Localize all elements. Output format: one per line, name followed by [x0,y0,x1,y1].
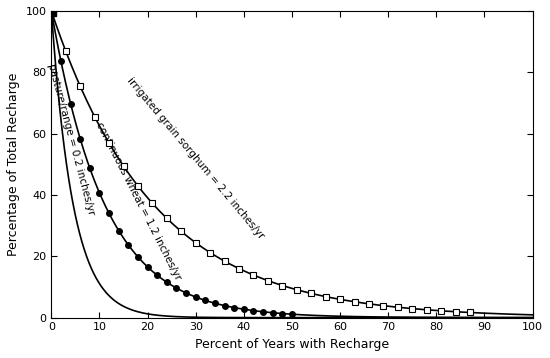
Text: irrigated grain sorghum = 2.2 inches/yr: irrigated grain sorghum = 2.2 inches/yr [125,76,266,241]
X-axis label: Percent of Years with Recharge: Percent of Years with Recharge [195,338,389,351]
Y-axis label: Percentage of Total Recharge: Percentage of Total Recharge [7,73,20,256]
Text: pasture/range = 0.2 inches/yr: pasture/range = 0.2 inches/yr [46,63,96,217]
Text: continuous wheat = 1.2 inches/yr: continuous wheat = 1.2 inches/yr [94,121,183,282]
